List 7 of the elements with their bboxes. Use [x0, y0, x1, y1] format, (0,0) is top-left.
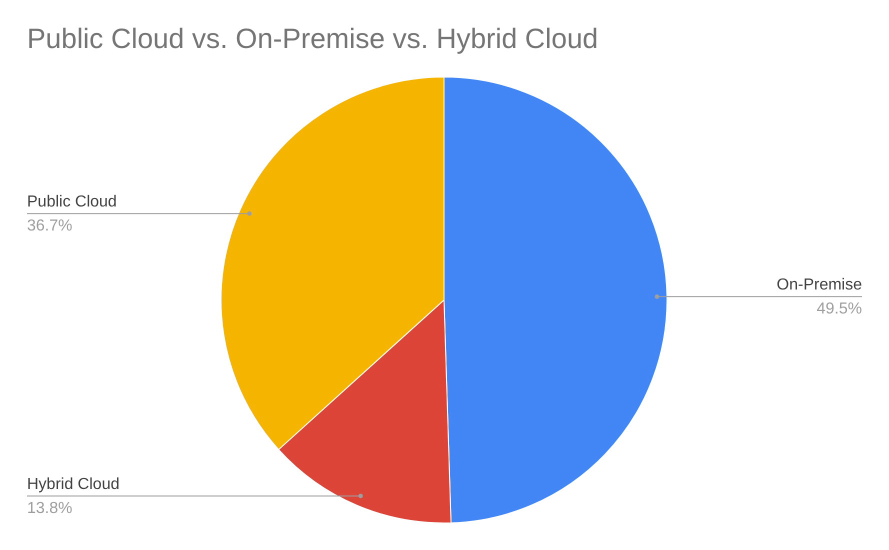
slice-label: Public Cloud	[27, 194, 117, 211]
data-label: 49.5%	[816, 300, 862, 318]
chart-title: Public Cloud vs. On-Premise vs. Hybrid Cloud	[27, 23, 598, 54]
data-label: 13.8%	[27, 500, 72, 517]
slice-label: Hybrid Cloud	[27, 476, 120, 493]
data-label: 36.7%	[27, 218, 72, 235]
slice-label: On-Premise	[776, 276, 862, 294]
